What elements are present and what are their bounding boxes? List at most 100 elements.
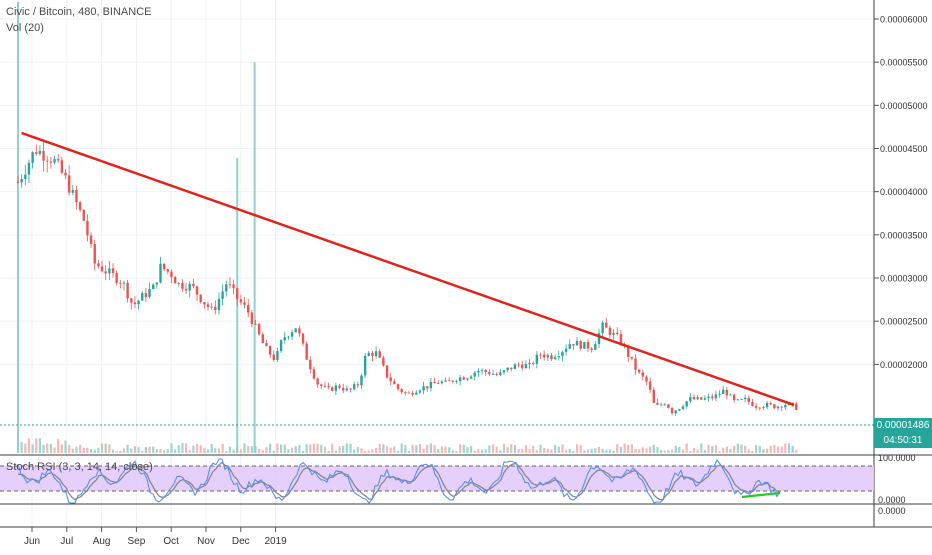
volume-bar [210, 444, 213, 453]
candle-body [148, 289, 151, 297]
candle-body [583, 341, 586, 349]
candle-body [634, 358, 637, 370]
volume-bar [232, 449, 235, 453]
volume-bar [126, 444, 129, 453]
countdown-tag: 04:50:31 [874, 433, 932, 448]
volume-bar [389, 447, 392, 453]
time-axis[interactable]: Jun Jul Aug Sep Oct Nov Dec 2019 [24, 527, 287, 547]
volume-bar [93, 449, 96, 453]
volume-bar [181, 443, 184, 453]
time-axis-label: Jun [24, 536, 40, 547]
time-axis-label: 2019 [264, 536, 287, 547]
candle-body [568, 344, 571, 349]
candle-body [250, 312, 254, 325]
volume-bar [744, 445, 747, 453]
volume-bar [546, 448, 549, 453]
candle-body [484, 370, 487, 373]
volume-legend: Vol (20) [6, 22, 44, 34]
last-price-tag: 0.00001486 [874, 418, 932, 433]
volume-bar [104, 443, 107, 453]
candle-body [458, 377, 462, 381]
candle-body [331, 387, 334, 391]
volume-bar [670, 449, 674, 453]
volume-bar [411, 444, 414, 453]
support-line[interactable] [741, 491, 781, 499]
candle-body [177, 282, 180, 284]
candle-body [97, 263, 100, 267]
volume-bar [188, 450, 191, 453]
volume-bar [283, 444, 286, 453]
volume-bar [68, 445, 71, 453]
time-axis-label: Sep [128, 536, 146, 547]
stoch-legend: Stoch RSI (3, 3, 14, 14, close) [6, 461, 153, 473]
volume-bar [393, 446, 396, 453]
candle-body [521, 364, 524, 369]
volume-bar [60, 444, 63, 453]
volume-bar [374, 448, 378, 453]
candle-body [670, 407, 674, 414]
volume-bar [184, 443, 188, 453]
candle-body [612, 332, 615, 335]
candle-body [27, 162, 31, 175]
candle-body [627, 346, 630, 357]
candle-body [488, 372, 491, 375]
candle-body [356, 384, 360, 386]
price-axis-label: 0.00003000 [880, 274, 928, 284]
candle-body [743, 397, 747, 400]
candle-body [605, 322, 608, 328]
candle-body [769, 402, 772, 405]
candle-body [78, 202, 82, 210]
volume-bar [725, 446, 728, 453]
candle-body [663, 404, 666, 406]
volume-bar [46, 443, 49, 453]
candle-body [616, 332, 619, 335]
volume-bar [627, 444, 630, 453]
candle-body [115, 273, 118, 283]
candle-body [575, 340, 579, 346]
volume-bar [148, 446, 151, 453]
candle-body [696, 397, 699, 400]
volume-bar [616, 444, 619, 453]
candle-body [243, 302, 246, 305]
volume-bar [469, 446, 473, 453]
volume-bar [459, 444, 462, 453]
volume-bar [42, 444, 45, 453]
candle-body [239, 299, 243, 303]
candle-body [437, 383, 440, 384]
candle-body [495, 374, 498, 376]
stoch-label-0: 0.0000 [878, 495, 906, 505]
candle-body [725, 389, 729, 396]
candle-body [590, 348, 593, 350]
volume-bar [765, 448, 769, 453]
volume-bar [707, 444, 710, 453]
volume-bar [133, 446, 137, 453]
candle-body [685, 401, 688, 407]
candle-body [765, 402, 769, 408]
trendline[interactable] [21, 131, 795, 407]
volume-bar [656, 446, 659, 453]
candle-body [561, 351, 564, 357]
candle-body [648, 381, 652, 390]
candle-body [144, 293, 148, 297]
volume-bar [345, 443, 348, 453]
price-axis[interactable]: 0.00006000 0.00005500 0.00005000 0.00004500… [874, 14, 928, 370]
volume-bar [287, 449, 290, 453]
volume-bar [79, 444, 82, 453]
candle-body [276, 351, 279, 360]
candle-body [181, 282, 184, 289]
candle-body [736, 399, 740, 401]
candle-body [517, 364, 520, 366]
candle-body [49, 161, 53, 163]
candle-body [192, 283, 195, 287]
volume-bar [722, 447, 725, 453]
volume-bar [250, 446, 253, 453]
candle-body [126, 282, 129, 299]
volume-bar [111, 449, 115, 453]
candle-body [309, 359, 312, 370]
candle-body [162, 263, 166, 270]
volume-bar [524, 445, 528, 453]
candle-body [747, 397, 750, 402]
